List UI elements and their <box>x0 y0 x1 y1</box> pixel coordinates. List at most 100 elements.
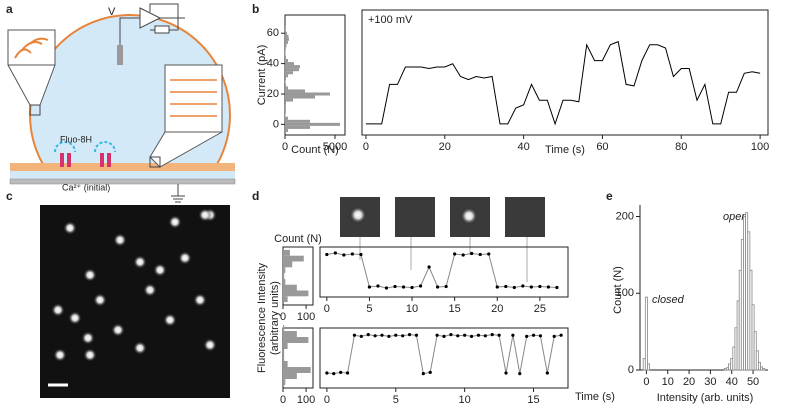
point <box>410 285 414 290</box>
histogram-bar <box>762 368 766 371</box>
point <box>414 333 419 337</box>
panel-label: e <box>606 189 613 203</box>
point <box>387 334 391 338</box>
panel-label: b <box>252 2 259 16</box>
x-tick-label: 40 <box>726 376 738 388</box>
histogram-bar <box>285 68 299 72</box>
histogram-bar <box>285 40 288 44</box>
point <box>453 252 457 256</box>
x-tick-label: 30 <box>704 376 716 388</box>
histogram-bar <box>283 249 290 256</box>
spot <box>193 293 207 307</box>
spot <box>53 348 67 362</box>
point <box>469 334 474 338</box>
point <box>449 333 453 337</box>
spot <box>133 341 147 355</box>
histogram-bar <box>285 49 286 53</box>
histogram-bar <box>283 355 285 361</box>
histogram-bar <box>283 261 293 268</box>
y-tick-label: 40 <box>267 58 279 70</box>
point <box>376 284 380 288</box>
y-tick-label: 100 <box>616 287 634 299</box>
histogram-bar <box>285 77 286 81</box>
histogram-bar <box>285 28 286 32</box>
x-tick-label: 25 <box>534 303 546 315</box>
spot <box>68 311 82 325</box>
spot <box>163 313 177 327</box>
histogram-bar <box>285 80 286 84</box>
x-tick-label: 0 <box>280 394 286 406</box>
histogram-bar <box>283 349 285 355</box>
point <box>463 333 467 337</box>
histogram-bar <box>283 367 311 373</box>
frame-images <box>340 197 545 282</box>
point <box>504 371 508 375</box>
x-tick-label: 15 <box>527 394 539 406</box>
histogram-bar <box>755 350 759 371</box>
spot <box>153 263 167 277</box>
point <box>384 286 389 290</box>
point <box>461 253 465 257</box>
spot <box>83 268 97 282</box>
x-tick-label: 80 <box>675 141 687 153</box>
plot-frame <box>361 9 769 136</box>
x-tick-label: 0 <box>363 141 369 153</box>
point <box>546 285 550 289</box>
histogram-bar <box>283 273 285 279</box>
spot <box>93 293 107 307</box>
point <box>538 284 542 289</box>
histogram-bar <box>283 337 309 343</box>
y-axis-label: (arbitrary units) <box>269 281 281 355</box>
y-axis-label: Current (pA) <box>256 45 268 106</box>
point <box>401 334 405 338</box>
histogram-bar <box>285 71 293 75</box>
panel-label: a <box>6 2 13 16</box>
point <box>442 334 446 338</box>
setup-diagram: V Fluo-8H Ca²⁺ (initial) <box>7 3 236 203</box>
histogram-bar <box>285 62 294 66</box>
histogram-bar <box>283 284 297 291</box>
point <box>490 333 494 337</box>
histogram-bar <box>283 379 286 385</box>
y-tick-label: 60 <box>267 27 279 39</box>
x-tick-label: 60 <box>596 141 608 153</box>
spot <box>51 303 65 317</box>
x-tick-label: 10 <box>406 303 418 315</box>
x-tick-label: 5 <box>366 303 372 315</box>
y-tick-label: 200 <box>616 210 634 222</box>
point <box>531 333 536 337</box>
point <box>518 372 522 376</box>
point <box>373 334 377 338</box>
point <box>512 285 516 290</box>
annotation: +100 mV <box>368 14 413 26</box>
point <box>394 333 398 337</box>
point <box>366 333 370 337</box>
x-axis-label: Count (N) <box>291 144 339 156</box>
x-tick-label: 0 <box>643 376 649 388</box>
point <box>407 333 412 337</box>
x-tick-label: 10 <box>662 376 674 388</box>
point <box>476 333 481 337</box>
histogram-bar <box>283 325 285 331</box>
x-tick-label: 100 <box>297 394 315 406</box>
point <box>497 333 501 337</box>
x-tick-label: 0 <box>280 311 286 323</box>
point <box>428 370 432 374</box>
y-axis-label: Count (N) <box>612 266 624 314</box>
histogram-bar <box>285 65 300 69</box>
x-tick-label: 40 <box>517 141 529 153</box>
x-axis-label: Time (s) <box>575 391 615 403</box>
plot-frame <box>319 246 569 298</box>
histogram-bar <box>285 83 286 87</box>
point <box>478 252 482 257</box>
histogram-bar <box>285 56 286 60</box>
point <box>421 372 425 376</box>
plot-frame <box>319 327 569 389</box>
histogram-bar <box>283 290 309 297</box>
point <box>555 285 559 290</box>
x-tick-label: 0 <box>324 303 330 315</box>
point <box>345 371 350 375</box>
histogram-bar <box>285 86 288 90</box>
histogram-bar <box>283 255 304 262</box>
point <box>487 252 491 256</box>
